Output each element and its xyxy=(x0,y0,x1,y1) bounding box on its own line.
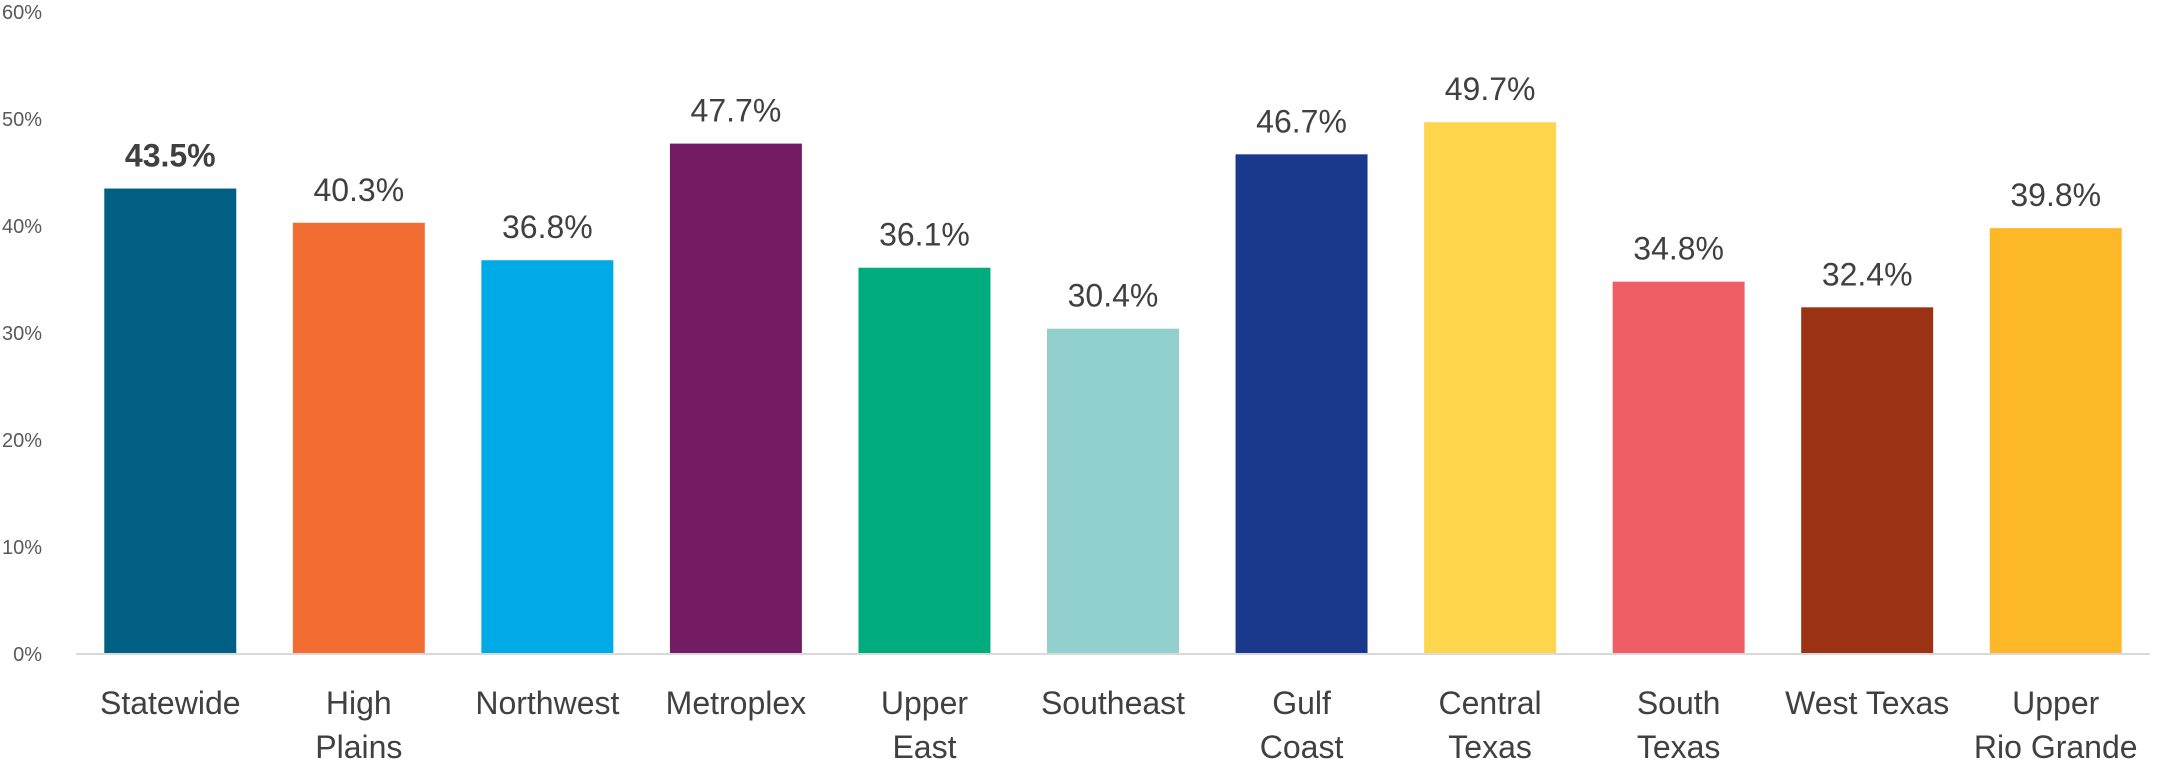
bar xyxy=(1989,228,2122,654)
bar xyxy=(1801,307,1934,654)
x-tick-label: Central xyxy=(1439,685,1542,721)
data-label: 30.4% xyxy=(1068,278,1159,314)
data-label: 36.8% xyxy=(502,209,593,245)
data-label: 32.4% xyxy=(1822,256,1913,292)
x-tick-label: Upper xyxy=(881,685,969,721)
bar xyxy=(104,188,237,655)
data-label: 40.3% xyxy=(313,172,404,208)
y-tick-label: 60% xyxy=(2,2,42,24)
bar xyxy=(1424,122,1557,654)
x-tick-label: East xyxy=(892,729,956,764)
data-label: 43.5% xyxy=(125,138,216,174)
data-label: 47.7% xyxy=(691,93,782,129)
y-tick-label: 10% xyxy=(2,537,42,559)
x-tick-label: Texas xyxy=(1448,729,1532,764)
x-tick-label: Metroplex xyxy=(666,685,807,721)
y-tick-label: 40% xyxy=(2,216,42,238)
data-label: 39.8% xyxy=(2010,177,2101,213)
data-label: 34.8% xyxy=(1633,231,1724,267)
x-tick-label: West Texas xyxy=(1785,685,1949,721)
x-tick-label: Plains xyxy=(315,729,402,764)
x-tick-label: Northwest xyxy=(475,685,619,721)
bar xyxy=(1612,281,1745,654)
x-tick-label: Texas xyxy=(1637,729,1721,764)
bars-group: 43.5% 40.3% 36.8% 47.7% 36.1% 30.4% 46.7% 49.7%… xyxy=(104,71,2122,655)
data-label: 49.7% xyxy=(1445,71,1536,107)
x-tick-label: Coast xyxy=(1260,729,1344,764)
x-tick-label: Southeast xyxy=(1041,685,1185,721)
y-tick-label: 0% xyxy=(13,644,42,666)
data-label: 46.7% xyxy=(1256,103,1347,139)
x-tick-label: Upper xyxy=(2012,685,2100,721)
x-tick-label: Gulf xyxy=(1272,685,1331,721)
bar xyxy=(1047,328,1179,654)
bar xyxy=(292,222,425,655)
x-tick-label: South xyxy=(1637,685,1721,721)
bar xyxy=(1235,154,1368,654)
y-tick-label: 20% xyxy=(2,430,42,452)
y-tick-label: 30% xyxy=(2,323,42,345)
x-tick-label: High xyxy=(326,685,392,721)
x-tick-label: Statewide xyxy=(100,685,241,721)
data-label: 36.1% xyxy=(879,217,970,253)
x-tick-label: Rio Grande xyxy=(1974,729,2138,764)
bar xyxy=(669,143,802,655)
bar xyxy=(481,260,614,654)
bar xyxy=(858,267,991,654)
y-tick-label: 50% xyxy=(2,109,42,131)
x-axis: Statewide High Plains Northwest Metroplex Upp… xyxy=(100,685,2138,764)
y-axis: 0% 10% 20% 30% 40% 50% 60% xyxy=(2,2,42,666)
